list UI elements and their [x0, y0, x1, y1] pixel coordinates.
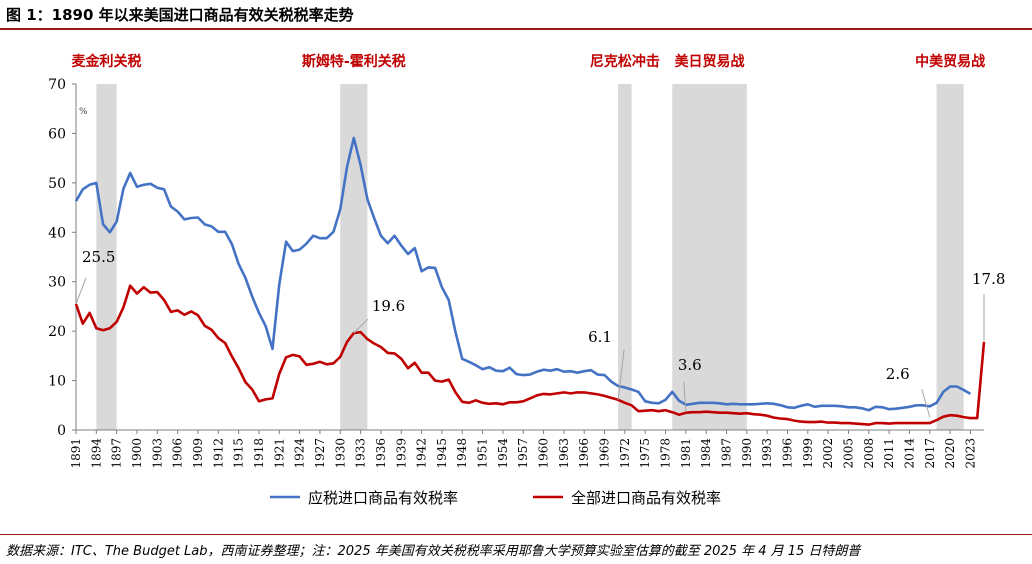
x-tick-label: 1972 [618, 438, 632, 469]
x-tick-label: 2020 [943, 438, 957, 469]
figure-title: 图 1：1890 年以来美国进口商品有效关税税率走势 [6, 6, 354, 24]
x-tick-label: 1990 [740, 438, 754, 469]
event-label-3: 美日贸易战 [675, 53, 745, 70]
x-tick-label: 1921 [272, 438, 286, 469]
y-tick-label: 40 [48, 225, 66, 241]
x-tick-label: 1903 [150, 438, 164, 469]
y-tick-label: 20 [48, 324, 66, 340]
y-tick-label: 70 [48, 77, 66, 93]
x-tick-label: 1891 [69, 438, 83, 469]
shaded-period-3 [672, 84, 747, 430]
x-tick-label: 1984 [699, 438, 713, 469]
y-tick-label: 30 [48, 275, 66, 291]
annotation-label-5: 17.8 [972, 270, 1005, 288]
x-tick-label: 1900 [130, 438, 144, 469]
annotation-leader-1 [353, 318, 369, 334]
x-tick-label: 1927 [313, 438, 327, 469]
shaded-period-2 [618, 84, 632, 430]
event-label-0: 麦金利关税 [71, 53, 141, 70]
x-tick-label: 1897 [110, 438, 124, 469]
annotation-leader-4 [921, 389, 931, 418]
x-tick-label: 2005 [841, 438, 855, 469]
x-tick-label: 1981 [679, 438, 693, 469]
annotation-leader-0 [75, 277, 87, 305]
x-tick-label: 1975 [638, 438, 652, 469]
x-tick-label: 1924 [293, 438, 307, 469]
y-tick-label: 10 [48, 374, 66, 390]
title-rule [0, 28, 1032, 30]
annotation-label-0: 25.5 [82, 248, 115, 266]
x-tick-label: 1987 [720, 438, 734, 469]
x-tick-label: 1918 [252, 438, 266, 469]
shaded-period-4 [936, 84, 964, 430]
x-tick-label: 1939 [394, 438, 408, 469]
shaded-period-1 [340, 84, 368, 430]
annotation-leader-2 [617, 349, 625, 400]
x-tick-label: 1948 [455, 438, 469, 469]
annotation-label-1: 19.6 [372, 297, 405, 315]
event-label-4: 中美贸易战 [915, 53, 985, 70]
event-label-2: 尼克松冲击 [590, 53, 660, 70]
x-tick-label: 1954 [496, 438, 510, 469]
x-tick-label: 1993 [760, 438, 774, 469]
source-rule [0, 534, 1032, 535]
x-tick-label: 1966 [577, 438, 591, 469]
x-tick-label: 2002 [821, 438, 835, 469]
x-tick-label: 1999 [801, 438, 815, 469]
y-tick-label: 60 [48, 126, 66, 142]
x-tick-label: 1909 [191, 438, 205, 469]
shaded-period-0 [96, 84, 117, 430]
x-tick-label: 1915 [232, 438, 246, 469]
source-note: 数据来源：ITC、The Budget Lab，西南证券整理；注：2025 年美… [6, 544, 861, 559]
y-unit-label: % [79, 107, 88, 117]
x-tick-label: 1978 [659, 438, 673, 469]
annotation-label-3: 3.6 [678, 356, 702, 374]
tariff-line-chart: 麦金利关税 斯姆特-霍利关税 尼克松冲击 美日贸易战 中美贸易战 0 10 20 30 40 50… [48, 53, 1005, 507]
annotation-label-2: 6.1 [588, 328, 612, 346]
x-tick-label: 2014 [902, 438, 916, 469]
x-tick-label: 2023 [963, 438, 977, 469]
x-tick-label: 1951 [476, 438, 490, 469]
y-tick-label: 50 [48, 176, 66, 192]
x-tick-label: 2008 [862, 438, 876, 469]
x-tick-label: 2017 [923, 438, 937, 469]
x-tick-label: 1906 [171, 438, 185, 469]
shaded-periods: 麦金利关税 斯姆特-霍利关税 尼克松冲击 美日贸易战 中美贸易战 [71, 53, 985, 430]
series-lines [74, 136, 986, 426]
x-tick-label: 1894 [89, 438, 103, 469]
x-tick-label: 1942 [415, 438, 429, 469]
annotation-leader-3 [683, 382, 687, 413]
series-line-2 [74, 284, 986, 426]
x-tick-label: 1945 [435, 438, 449, 469]
series-line-1 [74, 136, 972, 412]
legend-label-1: 应税进口商品有效税率 [308, 489, 458, 507]
x-tick-label: 1912 [211, 438, 225, 469]
x-tick-label: 1963 [557, 438, 571, 469]
legend: 应税进口商品有效税率 全部进口商品有效税率 [270, 489, 721, 507]
event-label-1: 斯姆特-霍利关税 [302, 53, 406, 70]
x-tick-label: 1960 [537, 438, 551, 469]
x-tick-label: 1930 [333, 438, 347, 469]
y-tick-label: 0 [57, 423, 66, 439]
x-tick-label: 1996 [780, 438, 794, 469]
axes: 0 10 20 30 40 50 60 70% 1891 1894 1897 1900 1903 1906… [48, 77, 984, 469]
x-tick-label: 1933 [354, 438, 368, 469]
annotations: 25.5 19.6 6.1 3.6 2.6 17.8 [75, 248, 1005, 418]
annotation-label-4: 2.6 [886, 365, 910, 383]
legend-label-2: 全部进口商品有效税率 [571, 489, 721, 507]
x-tick-label: 1969 [598, 438, 612, 469]
x-tick-label: 2011 [882, 438, 896, 469]
x-tick-label: 1936 [374, 438, 388, 469]
x-tick-label: 1957 [516, 438, 530, 469]
